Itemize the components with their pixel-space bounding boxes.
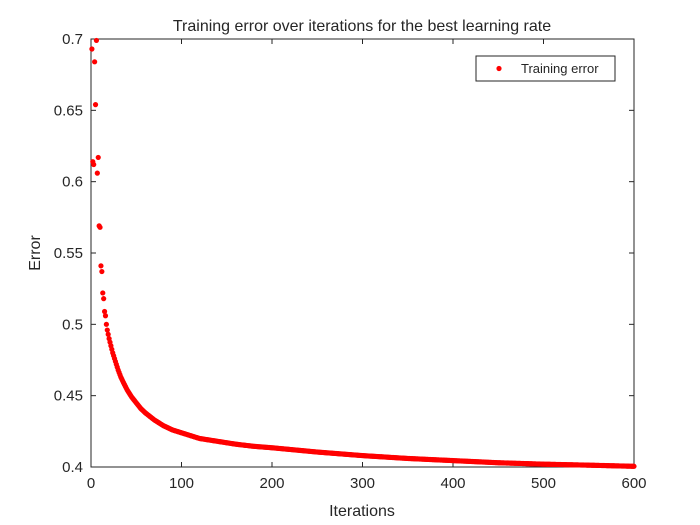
x-tick-label: 500 (531, 475, 556, 492)
data-point (99, 268, 105, 275)
data-point (117, 372, 123, 378)
data-point (100, 290, 106, 296)
y-tick-label: 0.5 (62, 316, 83, 333)
data-point (91, 161, 97, 168)
x-tick-label: 300 (350, 475, 375, 492)
y-tick-label: 0.4 (62, 459, 83, 476)
data-point (104, 327, 110, 333)
data-point (97, 224, 103, 230)
data-point (98, 263, 104, 269)
x-tick-label: 100 (169, 475, 194, 492)
data-point (94, 170, 100, 176)
data-point (102, 313, 109, 319)
data-point (93, 37, 100, 44)
x-tick-label: 0 (87, 475, 95, 492)
y-tick-label: 0.7 (62, 31, 83, 48)
data-point (630, 463, 636, 469)
legend-marker (496, 65, 502, 72)
data-point (114, 364, 120, 370)
legend: Training error (475, 55, 616, 82)
data-point (105, 331, 111, 337)
data-point (92, 102, 99, 108)
series-training-error (89, 37, 637, 469)
data-point (101, 308, 108, 315)
data-point (103, 321, 109, 327)
x-tick-label: 400 (440, 475, 465, 492)
y-tick-label: 0.65 (54, 102, 83, 119)
x-axis-ticks: 0 100 200 300 400 500 600 (87, 39, 647, 492)
data-point (111, 353, 117, 359)
data-point (95, 154, 101, 161)
chart-title: Training error over iterations for the b… (173, 18, 551, 35)
y-tick-label: 0.45 (54, 388, 83, 405)
y-tick-label: 0.55 (54, 245, 83, 262)
data-point (112, 358, 119, 365)
y-axis-label: Error (27, 235, 44, 271)
legend-label: Training error (521, 61, 599, 76)
y-tick-label: 0.6 (62, 174, 83, 191)
data-point (101, 296, 107, 302)
x-tick-label: 600 (621, 475, 646, 492)
data-point (89, 46, 95, 52)
x-tick-label: 200 (259, 475, 284, 492)
data-point (107, 339, 113, 345)
y-axis-ticks: 0.4 0.45 0.5 0.55 0.6 0.65 0.7 (54, 31, 634, 476)
data-point (109, 346, 115, 352)
plot-area (90, 38, 635, 468)
x-axis-label: Iterations (329, 503, 395, 520)
data-point (92, 59, 98, 65)
